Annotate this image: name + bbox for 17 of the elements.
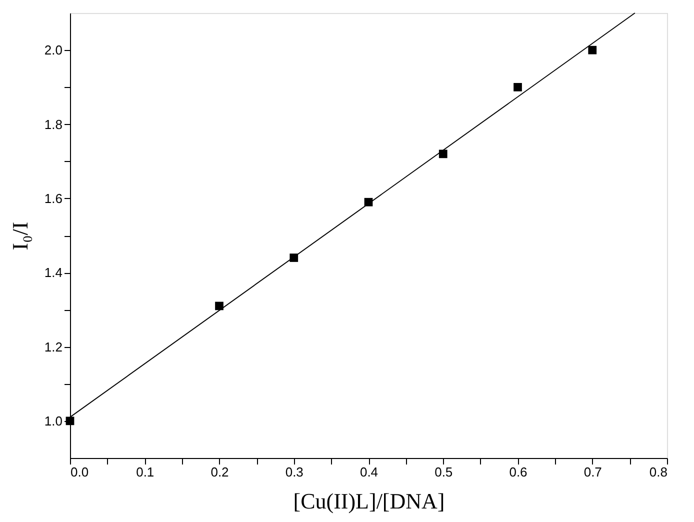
y-tick-label: 1.0 <box>44 413 62 428</box>
x-tick-label: 0.6 <box>509 464 528 480</box>
x-axis-title: [Cu(II)L]/[DNA] <box>293 488 445 514</box>
y-axis-title: I₀/I <box>7 222 32 250</box>
x-tick-label: 0.7 <box>584 464 602 480</box>
y-tick-label: 1.4 <box>44 265 62 280</box>
x-tick-label: 0.8 <box>649 464 668 480</box>
x-tick-label: 0.5 <box>434 464 453 480</box>
x-tick-label: 0.2 <box>210 464 229 480</box>
y-tick-label: 1.8 <box>44 116 62 132</box>
y-tick-label: 2.0 <box>44 42 62 58</box>
y-tick-label: 1.2 <box>44 339 62 354</box>
x-tick-label: 0.0 <box>70 464 89 480</box>
x-tick-label: 0.4 <box>360 464 378 480</box>
y-tick-label: 1.6 <box>44 190 62 206</box>
x-tick-label: 0.3 <box>285 464 304 480</box>
x-tick-label: 0.1 <box>136 464 154 480</box>
